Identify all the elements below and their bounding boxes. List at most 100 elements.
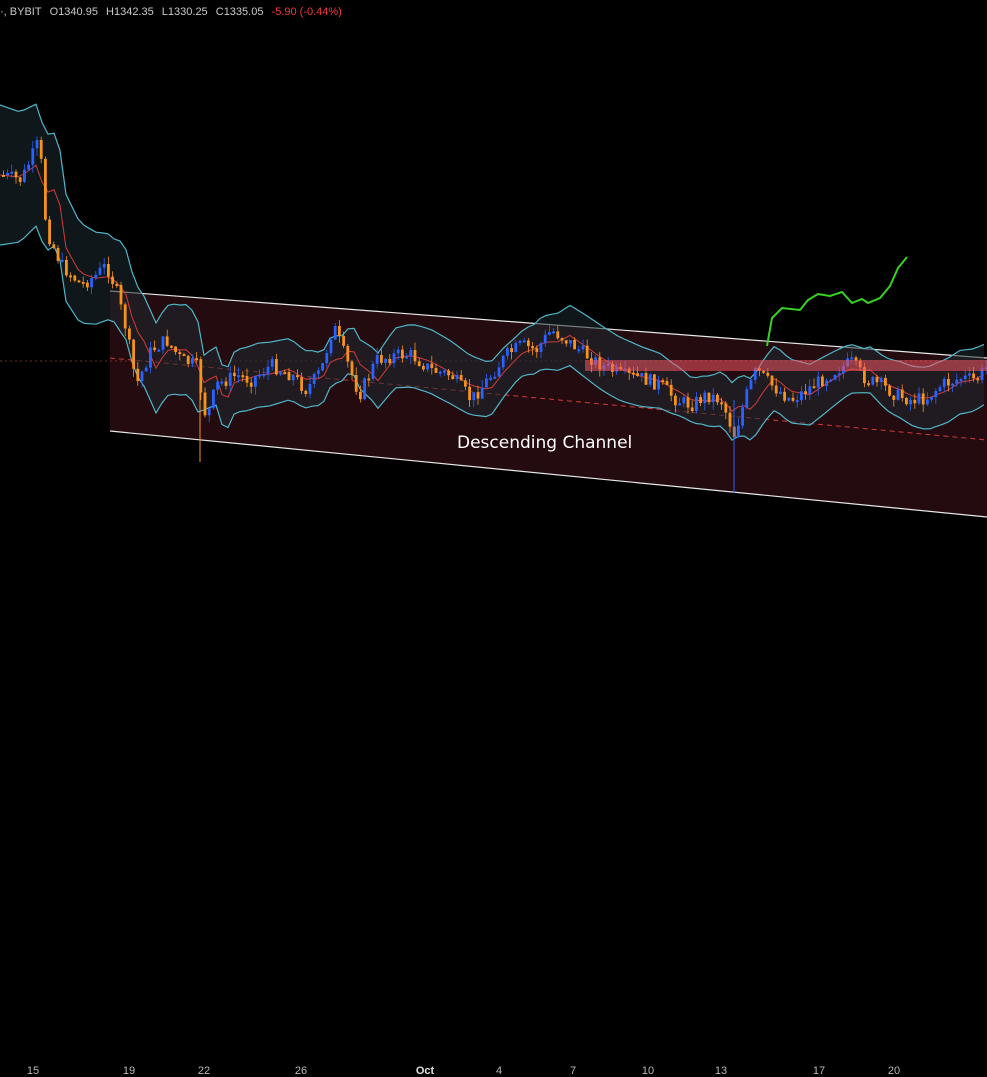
projected-path <box>766 256 908 347</box>
candle <box>354 375 358 392</box>
candle <box>472 392 476 401</box>
band-basis <box>0 164 985 412</box>
candle <box>980 368 984 380</box>
candle <box>409 350 413 357</box>
candle <box>447 370 450 376</box>
candle <box>585 345 589 359</box>
candle <box>254 376 257 387</box>
candle <box>2 175 5 177</box>
candle <box>468 386 471 401</box>
candle <box>102 264 106 268</box>
x-tick-label: Oct <box>415 1065 435 1077</box>
candle <box>191 358 194 364</box>
candle <box>31 148 35 165</box>
candle <box>703 392 707 404</box>
candle <box>648 374 652 385</box>
candle <box>724 403 728 413</box>
open-value: O1340.95 <box>49 6 98 18</box>
candle <box>170 345 173 348</box>
candle <box>489 377 492 380</box>
candle <box>720 402 723 405</box>
candle <box>212 389 215 409</box>
candle <box>392 353 396 364</box>
candle <box>938 387 942 391</box>
candle <box>972 373 975 379</box>
channel-lower-line <box>109 430 987 518</box>
candle <box>195 358 198 361</box>
low-value: L1330.25 <box>161 6 208 18</box>
candle <box>333 326 337 340</box>
candle <box>917 393 921 404</box>
candle <box>258 374 261 377</box>
candle <box>23 169 26 182</box>
candle <box>762 370 765 373</box>
candle <box>968 373 971 376</box>
candle <box>396 349 400 354</box>
candle <box>808 386 812 395</box>
candle <box>527 340 530 347</box>
candle <box>430 363 434 368</box>
candle <box>65 259 68 276</box>
candle <box>690 407 694 411</box>
candle <box>716 394 719 403</box>
candle <box>405 356 408 359</box>
candle <box>241 375 245 378</box>
candle <box>506 348 509 356</box>
candle <box>560 338 564 341</box>
candle <box>262 374 266 377</box>
candle <box>375 355 379 364</box>
candle <box>535 348 539 352</box>
candle <box>543 334 547 344</box>
x-tick-label: 20 <box>887 1065 901 1077</box>
candle <box>417 361 421 366</box>
candle <box>804 391 807 395</box>
band-upper <box>0 103 985 384</box>
candle <box>149 347 152 368</box>
candle <box>98 267 102 275</box>
candle <box>863 367 866 384</box>
candle <box>128 328 131 340</box>
candle <box>186 355 190 364</box>
overlays <box>585 256 987 371</box>
candle <box>879 378 883 383</box>
candle <box>556 331 560 339</box>
candle <box>363 378 366 400</box>
candle <box>644 373 648 385</box>
price-chart[interactable] <box>0 0 987 555</box>
candle <box>18 177 22 182</box>
candle <box>27 164 30 170</box>
candle <box>119 284 123 305</box>
candle <box>296 375 299 378</box>
candle <box>266 366 270 375</box>
candle <box>308 384 312 394</box>
x-tick-label: 19 <box>122 1065 136 1077</box>
candle <box>569 340 572 344</box>
candle <box>56 247 60 261</box>
candle <box>69 275 72 278</box>
candle <box>111 276 114 284</box>
candle <box>325 353 329 364</box>
candle <box>14 171 18 178</box>
candle <box>795 400 799 403</box>
candle <box>821 376 824 387</box>
candle <box>930 397 933 400</box>
x-tick-label: 13 <box>714 1065 728 1077</box>
candle <box>900 389 904 398</box>
candle <box>510 348 513 352</box>
candle <box>800 391 803 401</box>
candle <box>77 280 81 283</box>
candle <box>686 397 690 408</box>
candle <box>220 381 224 384</box>
candle <box>749 379 753 390</box>
band-fill <box>0 104 984 441</box>
candle <box>522 340 526 343</box>
candle <box>942 379 946 388</box>
x-tick-label: 15 <box>26 1065 40 1077</box>
candle <box>770 375 774 386</box>
candle <box>695 397 698 411</box>
candle <box>35 140 39 149</box>
candle <box>854 357 858 361</box>
candle <box>329 339 333 354</box>
candle <box>934 391 938 398</box>
candle <box>632 372 635 375</box>
